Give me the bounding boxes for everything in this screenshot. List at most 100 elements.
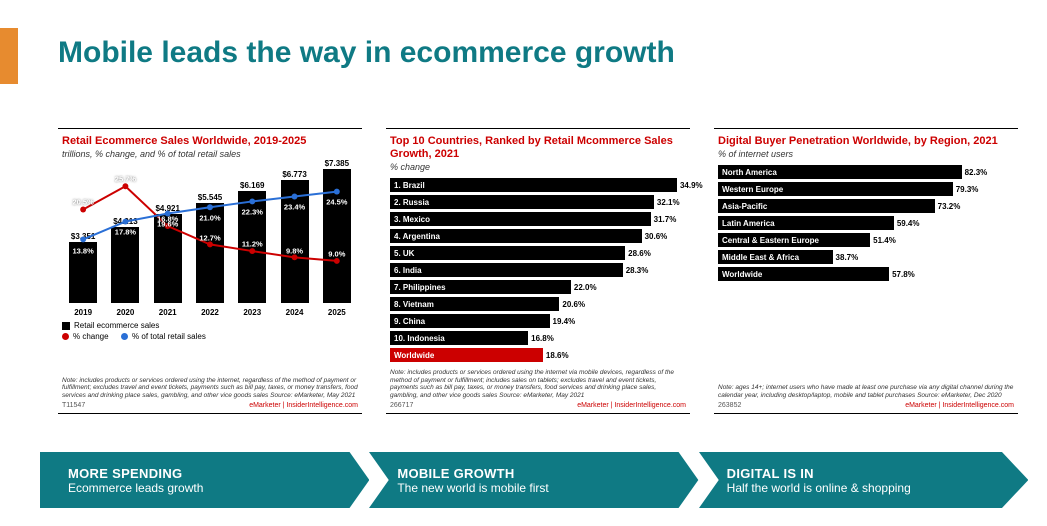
chart1-line-value: 21.0% [199,213,220,222]
hbar-value: 34.9% [677,178,703,192]
chart3-bars: North America 82.3% Western Europe 79.3% Asi… [718,165,1014,281]
hbar-value: 57.8% [889,267,915,281]
chart2-code: 266717 [390,402,413,409]
hbar-value: 59.4% [894,216,920,230]
arrow-sub: Half the world is online & shopping [727,481,1028,495]
hbar-name: Latin America [722,219,775,228]
chart1-line-value: 9.0% [328,250,345,259]
hbar-row: 4. Argentina 30.6% [390,229,686,243]
chart-mcommerce-countries: Top 10 Countries, Ranked by Retail Mcomm… [386,128,690,414]
hbar-name: 1. Brazil [394,181,425,190]
arrow-head: MORE SPENDING [68,466,369,481]
hbar-name: 2. Russia [394,198,429,207]
arrow-segment: MOBILE GROWTHThe new world is mobile fir… [369,452,698,508]
chart2-title: Top 10 Countries, Ranked by Retail Mcomm… [390,135,686,161]
hbar-value: 32.1% [654,195,680,209]
chart2-subtitle: % change [390,162,686,172]
hbar-value: 73.2% [935,199,961,213]
chart1-year-label: 2022 [189,308,231,317]
hbar-row: Worldwide 18.6% [390,348,686,362]
hbar-value: 79.3% [953,182,979,196]
hbar-name: North America [722,168,777,177]
hbar-row: 10. Indonesia 16.8% [390,331,686,345]
chart1-line-value: 9.8% [286,246,303,255]
chart2-bars: 1. Brazil34.9% 2. Russia 32.1% 3. Mexico 31.… [390,178,686,362]
hbar-name: 6. India [394,266,422,275]
hbar-value: 31.7% [651,212,677,226]
hbar-name: Worldwide [394,351,434,360]
hbar-row: Western Europe 79.3% [718,182,1014,196]
chart1-year-label: 2019 [62,308,104,317]
hbar-name: 5. UK [394,249,414,258]
chart3-brand: eMarketer | InsiderIntelligence.com [905,402,1014,409]
chart1-code: T11547 [62,402,85,409]
hbar-row: 9. China 19.4% [390,314,686,328]
chart1-line-value: 22.3% [242,208,263,217]
chart1-brand: eMarketer | InsiderIntelligence.com [249,402,358,409]
chart1-year-label: 2025 [316,308,358,317]
chart1-line-value: 25.7% [115,174,136,183]
hbar-value: 28.3% [623,263,649,277]
chart1-year-label: 2021 [147,308,189,317]
hbar-row: 5. UK 28.6% [390,246,686,260]
hbar-value: 28.6% [625,246,651,260]
hbar-value: 16.8% [528,331,554,345]
chart2-note: Note: includes products or services orde… [390,369,686,399]
hbar-name: 7. Philippines [394,283,446,292]
chart3-subtitle: % of internet users [718,149,1014,159]
chart1-subtitle: trillions, % change, and % of total reta… [62,149,358,159]
hbar-name: 10. Indonesia [394,334,445,343]
chart1-year-label: 2020 [104,308,146,317]
page-title: Mobile leads the way in ecommerce growth [58,36,675,70]
chart1-title: Retail Ecommerce Sales Worldwide, 2019-2… [62,135,358,148]
hbar-name: Western Europe [722,185,783,194]
legend-blue-label: % of total retail sales [132,332,206,342]
hbar-name: 8. Vietnam [394,300,434,309]
arrow-sub: Ecommerce leads growth [68,481,369,495]
hbar-row: 6. India 28.3% [390,263,686,277]
hbar-value: 18.6% [543,348,569,362]
arrow-head: DIGITAL IS IN [727,466,1028,481]
arrow-head: MOBILE GROWTH [397,466,698,481]
hbar-row: 3. Mexico 31.7% [390,212,686,226]
chart1-year-label: 2023 [231,308,273,317]
hbar-name: Asia-Pacific [722,202,767,211]
chart-retail-ecommerce: Retail Ecommerce Sales Worldwide, 2019-2… [58,128,362,414]
hbar-row: Latin America 59.4% [718,216,1014,230]
hbar-value: 30.6% [642,229,668,243]
chart1-line-value: 12.7% [199,233,220,242]
hbar-name: Worldwide [722,270,762,279]
chart1-plot: $3.351$4.213$4.921$5.545$6.169$6.773$7.3… [62,167,358,317]
hbar-row: Central & Eastern Europe51.4% [718,233,1014,247]
hbar-value: 38.7% [833,250,859,264]
arrow-segment: MORE SPENDINGEcommerce leads growth [40,452,369,508]
hbar-name: 3. Mexico [394,215,430,224]
arrow-segment: DIGITAL IS INHalf the world is online & … [699,452,1028,508]
chart1-line-value: 19.6% [157,220,178,229]
chart1-line-value: 17.8% [115,228,136,237]
chart1-line-value: 11.2% [242,240,263,249]
hbar-value: 20.6% [559,297,585,311]
chart3-title: Digital Buyer Penetration Worldwide, by … [718,135,1014,148]
hbar-row: North America 82.3% [718,165,1014,179]
hbar-row: Middle East & Africa38.7% [718,250,1014,264]
hbar-name: 4. Argentina [394,232,440,241]
hbar-row: Asia-Pacific 73.2% [718,199,1014,213]
chart1-note: Note: includes products or services orde… [62,377,358,399]
hbar-row: 2. Russia 32.1% [390,195,686,209]
legend-bar-label: Retail ecommerce sales [74,321,159,331]
chart2-brand: eMarketer | InsiderIntelligence.com [577,402,686,409]
chart1-year-label: 2024 [273,308,315,317]
chart3-note: Note: ages 14+; internet users who have … [718,384,1014,399]
arrow-sub: The new world is mobile first [397,481,698,495]
hbar-row: 1. Brazil34.9% [390,178,686,192]
hbar-value: 82.3% [962,165,988,179]
chart1-line-value: 13.8% [73,246,94,255]
accent-bar [0,28,18,84]
chart1-line-value: 23.4% [284,203,305,212]
hbar-value: 51.4% [870,233,896,247]
hbar-row: Worldwide 57.8% [718,267,1014,281]
hbar-value: 19.4% [550,314,576,328]
charts-row: Retail Ecommerce Sales Worldwide, 2019-2… [58,128,1018,414]
hbar-name: 9. China [394,317,425,326]
